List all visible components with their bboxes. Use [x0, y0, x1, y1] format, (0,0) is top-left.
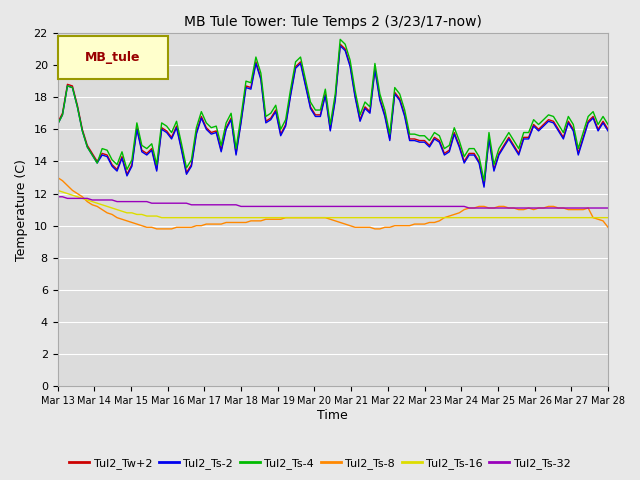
- Y-axis label: Temperature (C): Temperature (C): [15, 159, 28, 261]
- Legend: Tul2_Tw+2, Tul2_Ts-2, Tul2_Ts-4, Tul2_Ts-8, Tul2_Ts-16, Tul2_Ts-32: Tul2_Tw+2, Tul2_Ts-2, Tul2_Ts-4, Tul2_Ts…: [65, 454, 575, 473]
- FancyBboxPatch shape: [58, 36, 168, 79]
- Title: MB Tule Tower: Tule Temps 2 (3/23/17-now): MB Tule Tower: Tule Temps 2 (3/23/17-now…: [184, 15, 482, 29]
- Text: MB_tule: MB_tule: [85, 51, 140, 64]
- X-axis label: Time: Time: [317, 409, 348, 422]
